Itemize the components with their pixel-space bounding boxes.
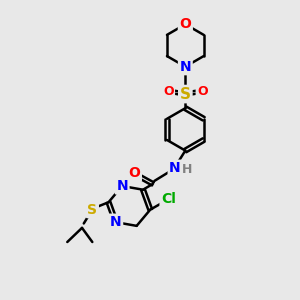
Text: O: O: [179, 17, 191, 31]
Text: O: O: [128, 166, 140, 180]
Text: H: H: [182, 163, 193, 176]
Text: N: N: [116, 179, 128, 193]
Text: N: N: [179, 60, 191, 74]
Text: O: O: [197, 85, 208, 98]
Text: S: S: [180, 87, 191, 102]
Text: N: N: [169, 161, 181, 175]
Text: O: O: [163, 85, 174, 98]
Text: Cl: Cl: [161, 192, 176, 206]
Text: N: N: [110, 215, 122, 229]
Text: S: S: [87, 202, 97, 217]
